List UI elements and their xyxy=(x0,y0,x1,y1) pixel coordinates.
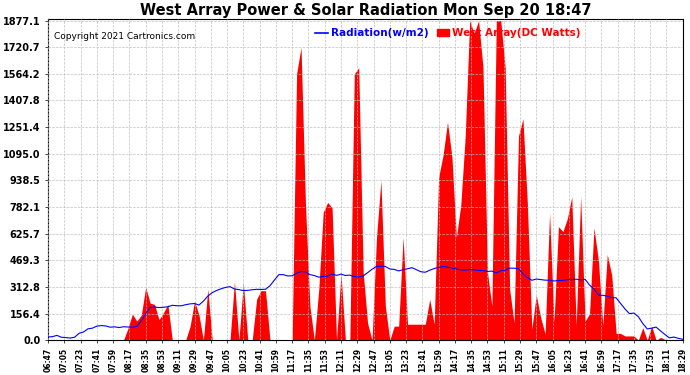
Title: West Array Power & Solar Radiation Mon Sep 20 18:47: West Array Power & Solar Radiation Mon S… xyxy=(139,3,591,18)
Text: Copyright 2021 Cartronics.com: Copyright 2021 Cartronics.com xyxy=(55,32,195,41)
Legend: Radiation(w/m2), West Array(DC Watts): Radiation(w/m2), West Array(DC Watts) xyxy=(311,24,585,42)
